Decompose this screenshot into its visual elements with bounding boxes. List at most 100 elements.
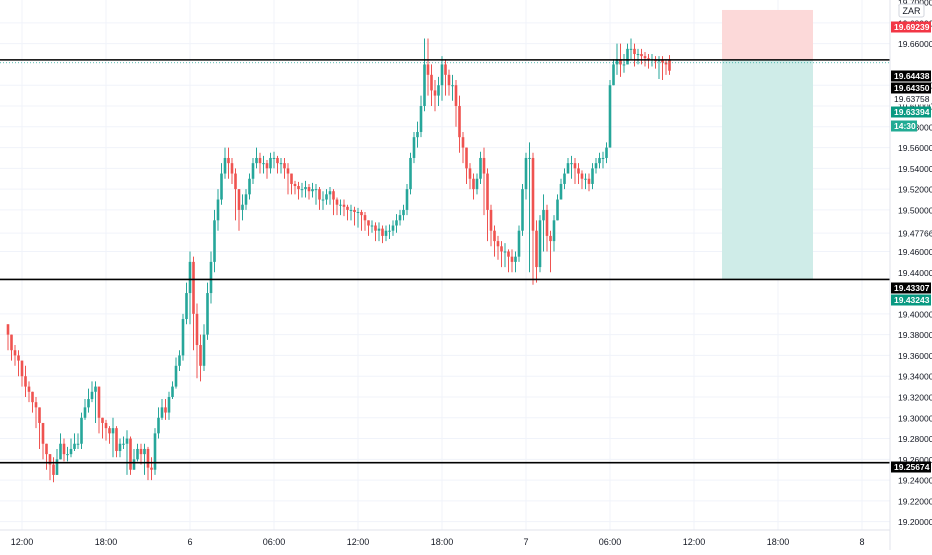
candle [213, 209, 216, 273]
candle [153, 428, 157, 475]
price-tag-text: 19.64350 [894, 83, 930, 93]
candle-body [496, 241, 500, 247]
candle-body [619, 59, 622, 65]
candle-body [528, 157, 531, 159]
candle-body [269, 157, 272, 169]
candle-body [192, 261, 195, 314]
candle-body [136, 448, 139, 460]
x-tick-label: 6 [187, 537, 192, 547]
candle [202, 324, 206, 371]
candle-body [437, 85, 440, 96]
candle-body [276, 157, 279, 164]
candle-body [227, 157, 230, 164]
candle-body [164, 407, 167, 413]
x-axis-ticks[interactable]: 12:00 18:00 6 06:00 12:00 18:00 7 06:00 12:00 18:… [11, 537, 865, 547]
candle-body [199, 345, 202, 366]
candle-body [594, 163, 598, 169]
candle-body [311, 189, 314, 192]
candle-body [111, 428, 115, 434]
candle [524, 152, 528, 200]
y-tick-label: 19.44000 [898, 268, 932, 278]
candle-body [507, 251, 510, 257]
horizontal-levels[interactable] [0, 59, 890, 464]
candle [97, 386, 101, 434]
candle [374, 222, 377, 242]
candle [503, 243, 507, 268]
candle-body [468, 168, 472, 179]
candle-body [248, 178, 251, 195]
candle-body [503, 251, 507, 253]
candle [300, 182, 304, 198]
candle [402, 204, 405, 221]
candle-body [220, 173, 223, 200]
candle [69, 438, 73, 458]
candle [13, 345, 17, 366]
candle-body [209, 261, 213, 294]
candle-body [517, 230, 521, 257]
candle-body [416, 131, 419, 138]
candle-body [601, 157, 605, 159]
candle [587, 173, 591, 192]
candle-body [52, 464, 55, 475]
candles[interactable] [6, 38, 671, 483]
candle [265, 160, 269, 179]
candle-body [129, 438, 132, 470]
candle [104, 419, 108, 441]
candle [335, 197, 339, 216]
candle [181, 313, 185, 361]
candle [594, 157, 598, 174]
candle [493, 225, 496, 257]
candle-body [160, 407, 164, 418]
candle [447, 69, 451, 96]
candle [283, 157, 286, 179]
candle [461, 131, 465, 164]
candle-body [45, 443, 48, 455]
candle [237, 189, 241, 231]
candle [535, 220, 538, 283]
candle [622, 54, 626, 73]
candle [48, 454, 52, 481]
candle [584, 173, 587, 190]
candle-body [374, 225, 377, 231]
price-tag-text: 19.63394 [894, 107, 930, 117]
candle-body [83, 407, 87, 418]
candle-body [524, 157, 528, 190]
price-tag-timer: 14:30 [891, 120, 917, 132]
candle-body [31, 391, 34, 403]
candle [668, 55, 671, 75]
candle [325, 189, 328, 205]
candle [412, 131, 416, 164]
candle [262, 155, 265, 174]
candle [290, 173, 293, 195]
candle [34, 396, 38, 429]
candle [339, 199, 342, 216]
candle [59, 433, 62, 460]
candle-body [297, 186, 300, 190]
candle-body [405, 189, 409, 210]
candle-body [640, 54, 643, 57]
x-tick-label: 18:00 [767, 537, 790, 547]
candle-body [195, 313, 199, 346]
candle-body [447, 74, 451, 86]
position-zones[interactable] [722, 9, 813, 280]
candle [500, 241, 503, 268]
x-tick-label: 06:00 [599, 537, 622, 547]
candle-body [178, 355, 181, 366]
candle-body [664, 62, 668, 65]
candle-body [216, 199, 220, 221]
candle [209, 251, 213, 304]
candle-body [318, 189, 321, 200]
candle-body [409, 157, 412, 190]
candle [174, 357, 178, 389]
price-tag-target: 19.43243 [891, 294, 931, 306]
candle [297, 181, 300, 200]
candle-body [584, 178, 587, 180]
candle-body [353, 209, 356, 212]
candle-body [69, 448, 73, 455]
candle-body [41, 422, 45, 444]
candle [45, 443, 48, 470]
candle [591, 163, 594, 190]
candle-body [272, 157, 276, 159]
